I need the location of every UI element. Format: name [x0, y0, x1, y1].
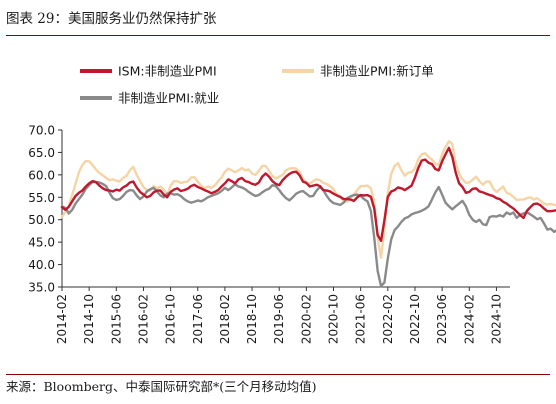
figure-title: 图表 29：美国服务业仍然保持扩张: [6, 11, 217, 27]
x-tick-label: 2022-10: [408, 294, 422, 344]
legend-label-ism-services: ISM:非制造业PMI: [118, 64, 217, 79]
y-tick-label: 45.0: [28, 236, 55, 250]
x-tick-label: 2016-02: [136, 294, 150, 344]
y-tick-label: 65.0: [28, 146, 55, 160]
series-line-new-orders: [60, 140, 556, 260]
x-tick-label: 2018-02: [218, 294, 232, 344]
legend-item-employment: 非制造业PMI:就业: [80, 91, 219, 106]
footer-divider: [6, 374, 550, 375]
x-tick-label: 2014-02: [55, 294, 69, 344]
legend-item-ism-services: ISM:非制造业PMI: [80, 64, 217, 79]
series-line-ism-services: [60, 146, 556, 243]
y-tick-label: 70.0: [28, 124, 55, 138]
figure-header: 图表 29：美国服务业仍然保持扩张: [6, 6, 550, 36]
series-layer: [60, 140, 556, 288]
x-tick-label: 2017-06: [191, 294, 205, 344]
x-tick-label: 2015-06: [109, 294, 123, 344]
x-tick-label: 2018-10: [245, 294, 259, 344]
legend-item-new-orders: 非制造业PMI:新订单: [282, 64, 434, 79]
source-note: 来源：Bloomberg、中泰国际研究部*(三个月移动均值): [6, 379, 317, 394]
x-tick-label: 2016-10: [164, 294, 178, 344]
x-tick-label: 2023-06: [435, 294, 449, 344]
header-divider: [6, 35, 550, 36]
x-tick-label: 2019-06: [272, 294, 286, 344]
legend: ISM:非制造业PMI 非制造业PMI:新订单 非制造业PMI:就业: [80, 64, 434, 106]
x-tick-label: 2024-02: [462, 294, 476, 344]
x-tick-label: 2014-10: [82, 294, 96, 344]
series-line-employment: [60, 180, 556, 288]
y-tick-label: 40.0: [28, 258, 55, 272]
y-tick-label: 55.0: [28, 191, 55, 205]
x-tick-label: 2024-10: [489, 294, 503, 344]
x-tick-label: 2021-06: [354, 294, 368, 344]
legend-label-new-orders: 非制造业PMI:新订单: [320, 64, 434, 79]
x-tick-label: 2020-10: [327, 294, 341, 344]
legend-label-employment: 非制造业PMI:就业: [118, 91, 219, 106]
x-axis: 2014-02 2014-10 2015-06 2016-02 2016-10 2017-…: [55, 286, 510, 344]
x-tick-label: 2020-02: [299, 294, 313, 344]
figure-footer: 来源：Bloomberg、中泰国际研究部*(三个月移动均值): [6, 374, 550, 398]
y-tick-label: 35.0: [28, 281, 55, 295]
y-tick-label: 50.0: [28, 213, 55, 227]
y-axis: 70.0 65.0 60.0 55.0 50.0 45.0 40.0 35.0: [28, 124, 63, 295]
x-tick-label: 2022-02: [381, 294, 395, 344]
y-tick-label: 60.0: [28, 168, 55, 182]
